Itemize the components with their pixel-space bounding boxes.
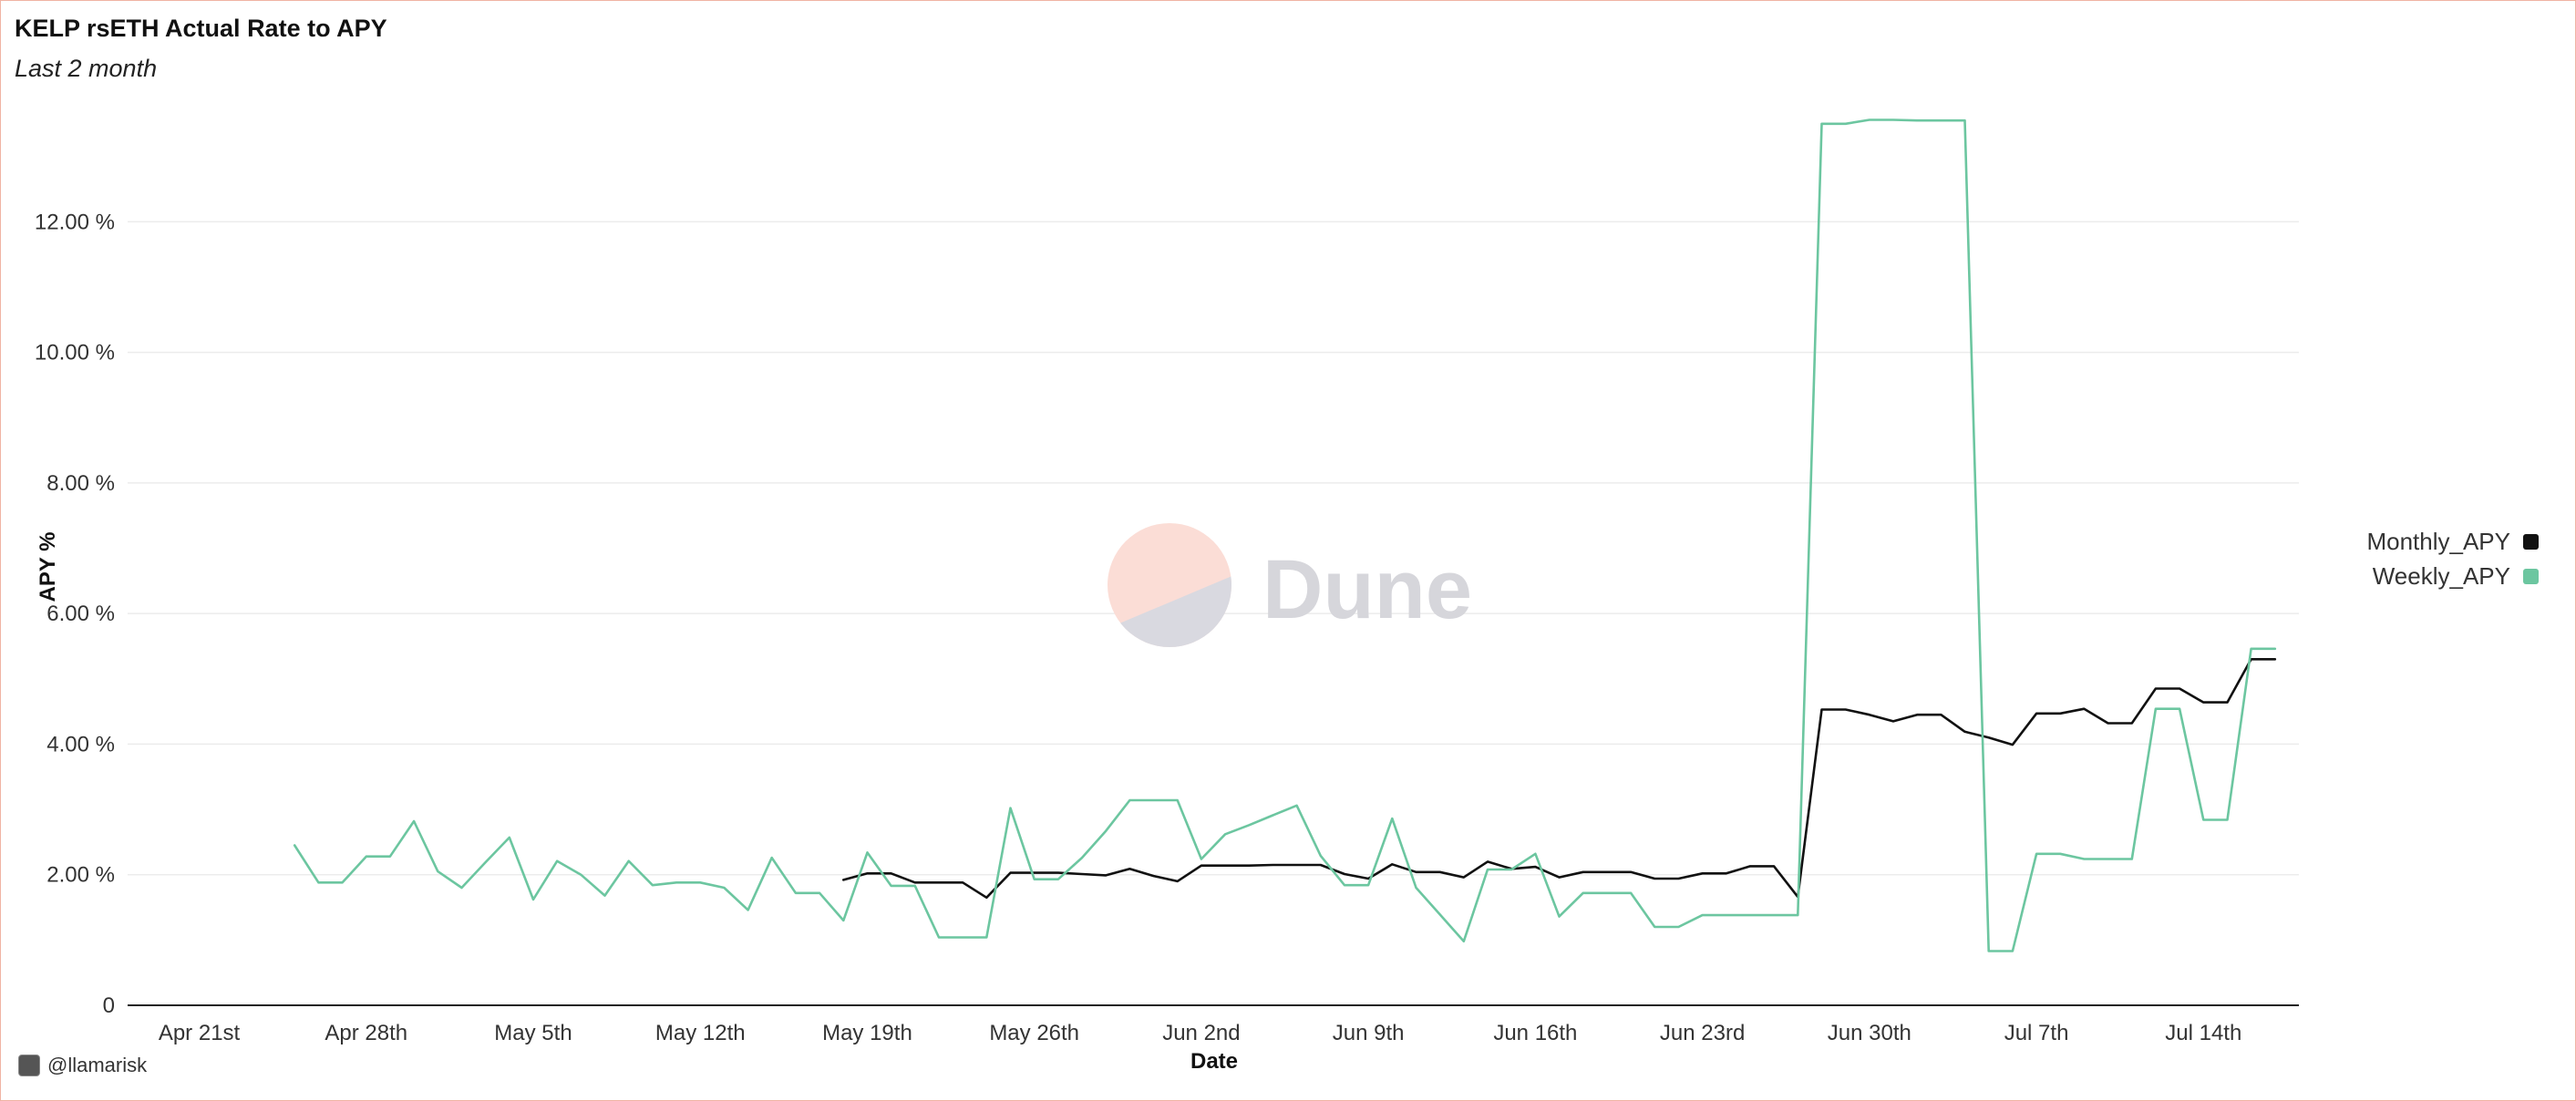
legend-swatch <box>2523 534 2539 550</box>
x-tick-label: May 5th <box>494 1021 572 1045</box>
series-lines <box>293 118 2277 952</box>
series-line-weekly-apy <box>293 118 2277 952</box>
series-line-monthly-apy <box>841 657 2277 900</box>
x-tick-label: May 26th <box>989 1021 1079 1045</box>
x-axis-label: Date <box>1190 1049 1238 1074</box>
y-tick-label: 8.00 % <box>46 471 115 496</box>
x-tick-label: Apr 28th <box>325 1021 407 1045</box>
y-tick-label: 2.00 % <box>46 863 115 888</box>
legend-label: Weekly_APY <box>2373 562 2510 590</box>
avatar-icon <box>18 1055 40 1076</box>
x-tick-label: May 12th <box>655 1021 746 1045</box>
x-tick-label: Jul 14th <box>2165 1021 2241 1045</box>
watermark-text: Dune <box>1262 543 1472 636</box>
x-axis-ticks: Apr 21st Apr 28th May 5th May 12th May 19th M… <box>159 1021 2241 1045</box>
legend-swatch <box>2523 569 2539 584</box>
y-axis-ticks: 0 2.00 % 4.00 % 6.00 % 8.00 % 10.00 % 12.00 % <box>35 210 115 1018</box>
x-tick-label: Jun 23rd <box>1660 1021 1745 1045</box>
y-tick-label: 10.00 % <box>35 341 115 365</box>
x-tick-label: Jun 9th <box>1333 1021 1405 1045</box>
legend-label: Monthly_APY <box>2366 528 2510 555</box>
x-tick-label: Jul 7th <box>2004 1021 2069 1045</box>
footer: @llamarisk <box>18 1054 147 1077</box>
legend: Monthly_APY Weekly_APY <box>2366 528 2539 590</box>
y-tick-label: 4.00 % <box>46 732 115 756</box>
y-tick-label: 6.00 % <box>46 602 115 626</box>
y-axis-label: APY % <box>36 532 60 602</box>
x-tick-label: Jun 16th <box>1493 1021 1577 1045</box>
chart-subtitle: Last 2 month <box>15 55 158 82</box>
y-tick-label: 0 <box>103 993 115 1018</box>
author-handle: @llamarisk <box>47 1054 148 1076</box>
x-tick-label: Jun 30th <box>1828 1021 1911 1045</box>
x-tick-label: Apr 21st <box>159 1021 241 1045</box>
x-tick-label: May 19th <box>822 1021 912 1045</box>
chart-title: KELP rsETH Actual Rate to APY <box>15 15 387 42</box>
dune-watermark: Dune <box>1108 523 1472 647</box>
y-tick-label: 12.00 % <box>35 210 115 234</box>
x-tick-label: Jun 2nd <box>1162 1021 1240 1045</box>
